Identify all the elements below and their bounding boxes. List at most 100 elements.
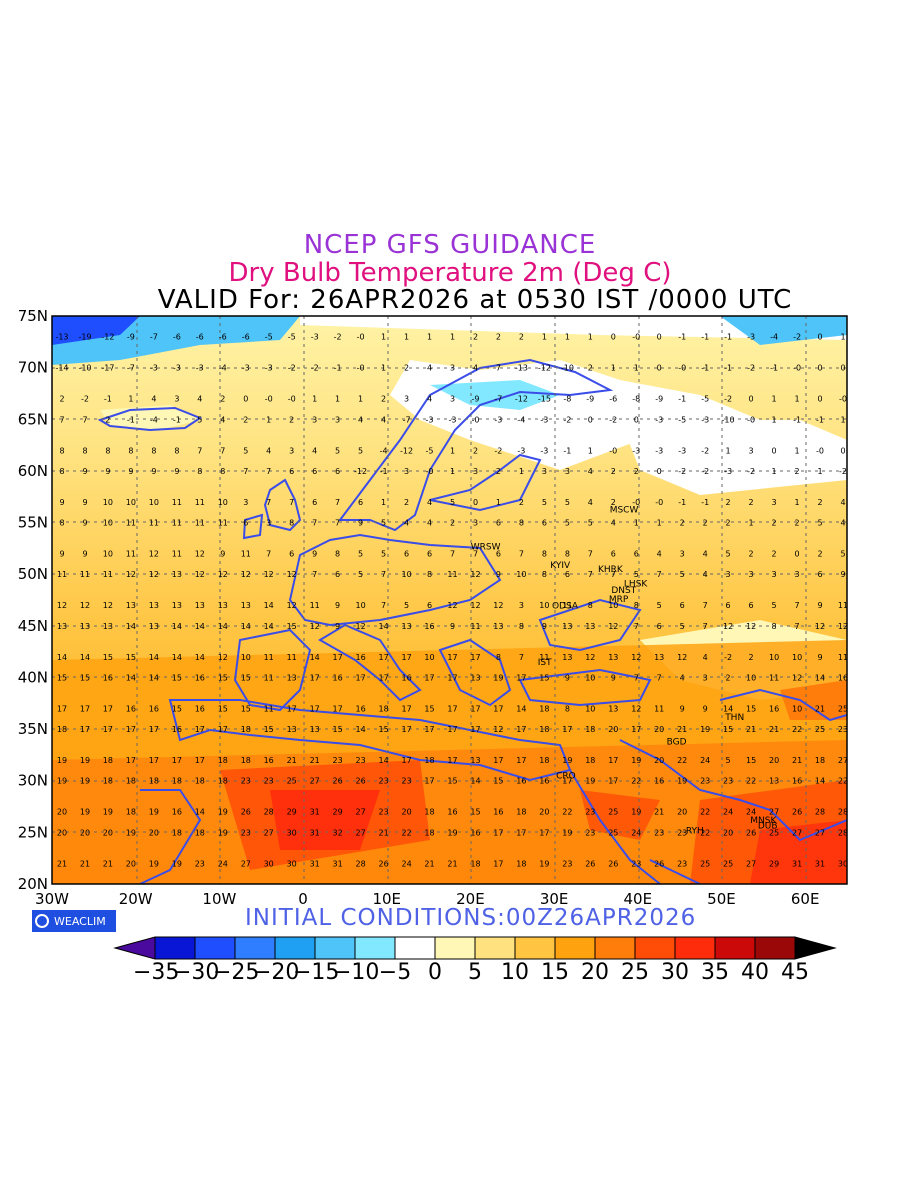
grid-value: 2 — [795, 467, 800, 476]
grid-value: 19 — [218, 808, 228, 817]
grid-value: 4 — [703, 550, 708, 559]
grid-value: 23 — [562, 859, 572, 868]
grid-value: -2 — [678, 467, 686, 476]
grid-value: 18 — [424, 828, 434, 837]
grid-value: 16 — [172, 808, 182, 817]
grid-value: 14 — [195, 653, 205, 662]
grid-value: 31 — [815, 859, 825, 868]
grid-value: 14 — [195, 808, 205, 817]
grid-value: 27 — [769, 808, 779, 817]
lon-label: 40E — [624, 890, 653, 908]
grid-value: 6 — [427, 550, 432, 559]
grid-value: 23 — [379, 777, 389, 786]
grid-value: 17 — [310, 704, 320, 713]
grid-value: 9 — [611, 674, 616, 683]
grid-value: -2 — [609, 415, 617, 424]
grid-value: -3 — [265, 364, 273, 373]
grid-value: 15 — [241, 704, 251, 713]
grid-value: 29 — [769, 859, 779, 868]
grid-value: 16 — [172, 725, 182, 734]
grid-value: -9 — [472, 395, 480, 404]
grid-value: 17 — [218, 725, 228, 734]
grid-value: -6 — [173, 333, 181, 342]
grid-value: 6 — [312, 498, 317, 507]
grid-value: 12 — [470, 601, 480, 610]
grid-value: 10 — [746, 674, 756, 683]
grid-value: 15 — [57, 674, 67, 683]
grid-value: 22 — [700, 828, 710, 837]
grid-value: 18 — [218, 777, 228, 786]
grid-value: 12 — [746, 622, 756, 631]
grid-value: 5 — [404, 601, 409, 610]
grid-value: 2 — [772, 550, 777, 559]
grid-value: 17 — [333, 653, 343, 662]
grid-value: 7 — [496, 364, 501, 373]
grid-value: 16 — [539, 777, 549, 786]
grid-value: 29 — [333, 808, 343, 817]
grid-value: 10 — [149, 498, 159, 507]
grid-value: 2 — [220, 395, 225, 404]
grid-value: 24 — [723, 808, 733, 817]
grid-value: 11 — [172, 519, 182, 528]
grid-value: 22 — [838, 777, 848, 786]
grid-value: 6 — [565, 570, 570, 579]
grid-value: 31 — [792, 859, 802, 868]
grid-value: 23 — [700, 777, 710, 786]
grid-value: 14 — [57, 653, 67, 662]
grid-value: 1 — [772, 415, 777, 424]
grid-value: 12 — [103, 601, 113, 610]
grid-value: 17 — [493, 704, 503, 713]
grid-value: 4 — [840, 498, 845, 507]
grid-value: 17 — [516, 725, 526, 734]
grid-value: 17 — [493, 859, 503, 868]
grid-value: 5 — [726, 756, 731, 765]
grid-value: 3 — [565, 467, 570, 476]
grid-value: 5 — [565, 519, 570, 528]
grid-value: 1 — [588, 333, 593, 342]
grid-value: 1 — [450, 333, 455, 342]
grid-value: 1 — [450, 446, 455, 455]
grid-value: 15 — [218, 704, 228, 713]
grid-value: 19 — [172, 859, 182, 868]
grid-value: 6 — [680, 601, 685, 610]
grid-value: 20 — [654, 725, 664, 734]
grid-value: 7 — [795, 622, 800, 631]
grid-value: 17 — [562, 777, 572, 786]
grid-value: 17 — [126, 756, 136, 765]
grid-value: 2 — [381, 395, 386, 404]
grid-value: 10 — [585, 704, 595, 713]
grid-value: 16 — [493, 808, 503, 817]
grid-value: 20 — [677, 808, 687, 817]
grid-value: 8 — [59, 446, 64, 455]
grid-value: 1 — [840, 333, 845, 342]
grid-value: 20 — [126, 859, 136, 868]
grid-value: -1 — [173, 415, 181, 424]
grid-value: -2 — [724, 653, 732, 662]
grid-value: 11 — [126, 550, 136, 559]
grid-value: 4 — [151, 395, 156, 404]
grid-value: 4 — [197, 395, 202, 404]
grid-value: 25 — [769, 828, 779, 837]
grid-value: -0 — [472, 415, 480, 424]
grid-value: 15 — [723, 725, 733, 734]
grid-value: -3 — [150, 364, 158, 373]
grid-value: 15 — [746, 704, 756, 713]
grid-value: 14 — [172, 653, 182, 662]
grid-value: 16 — [149, 704, 159, 713]
grid-value: 17 — [447, 704, 457, 713]
grid-value: 7 — [473, 550, 478, 559]
grid-value: 9 — [496, 570, 501, 579]
grid-value: 2 — [817, 498, 822, 507]
grid-value: 10 — [103, 519, 113, 528]
grid-value: -4 — [517, 415, 525, 424]
grid-value: -1 — [793, 415, 801, 424]
grid-value: 18 — [57, 725, 67, 734]
grid-value: 17 — [516, 828, 526, 837]
grid-value: 12 — [493, 601, 503, 610]
grid-value: 19 — [57, 777, 67, 786]
colorbar-label: −30 — [173, 960, 220, 985]
lat-axis: 75N 70N 65N 60N 55N 50N 45N 40N 35N 30N 25N 20N — [18, 307, 48, 893]
grid-value: 18 — [516, 859, 526, 868]
grid-value: 12 — [195, 570, 205, 579]
grid-value: 6 — [243, 519, 248, 528]
